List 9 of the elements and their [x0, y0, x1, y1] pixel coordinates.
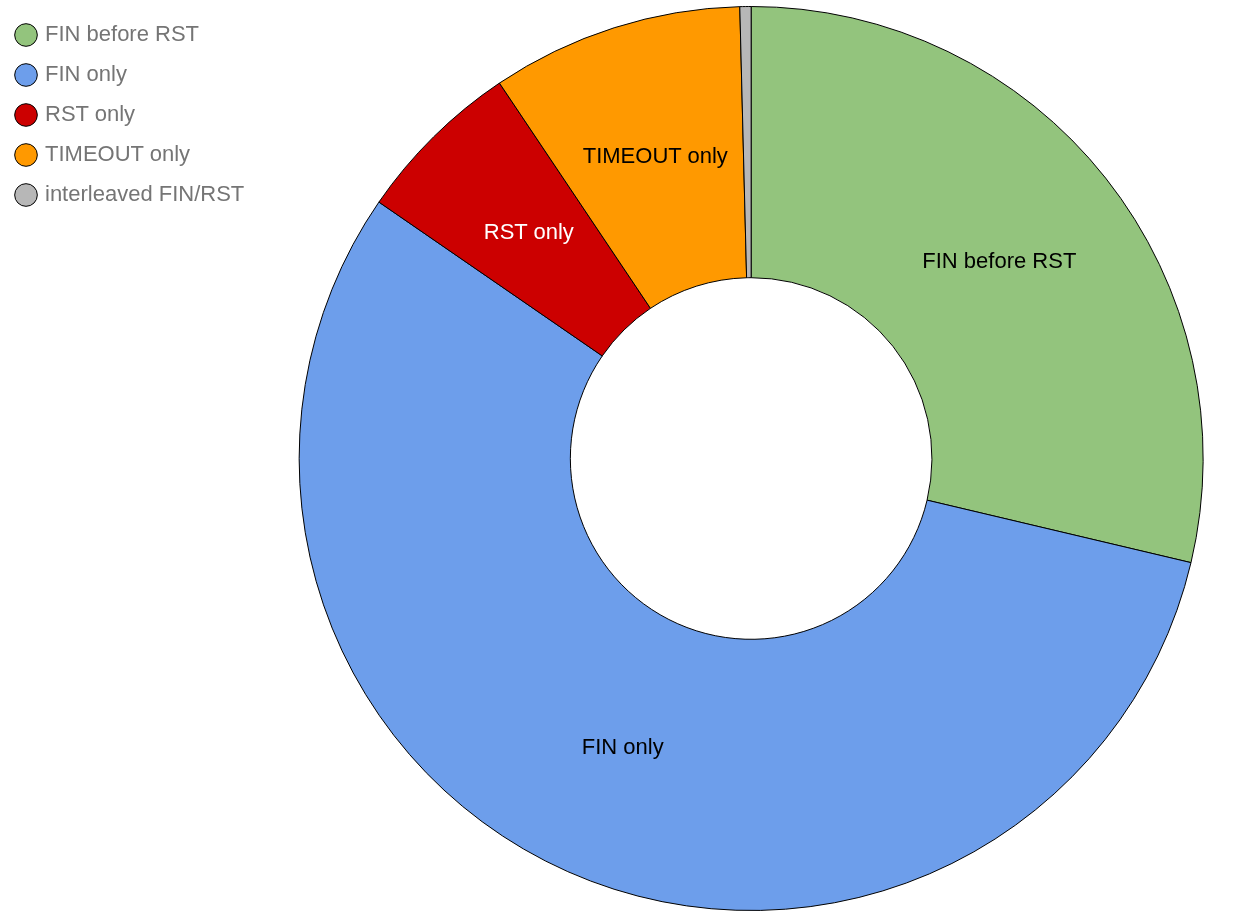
slice-label: RST only — [483, 219, 574, 245]
legend-label: FIN only — [45, 61, 127, 87]
slice-label: TIMEOUT only — [582, 143, 728, 169]
legend-label: interleaved FIN/RST — [45, 181, 245, 207]
legend-label: RST only — [45, 101, 136, 127]
legend-label: TIMEOUT only — [45, 141, 191, 167]
slice-label: FIN before RST — [922, 248, 1077, 274]
slice-label: FIN only — [581, 733, 664, 759]
legend-label: FIN before RST — [45, 21, 200, 47]
